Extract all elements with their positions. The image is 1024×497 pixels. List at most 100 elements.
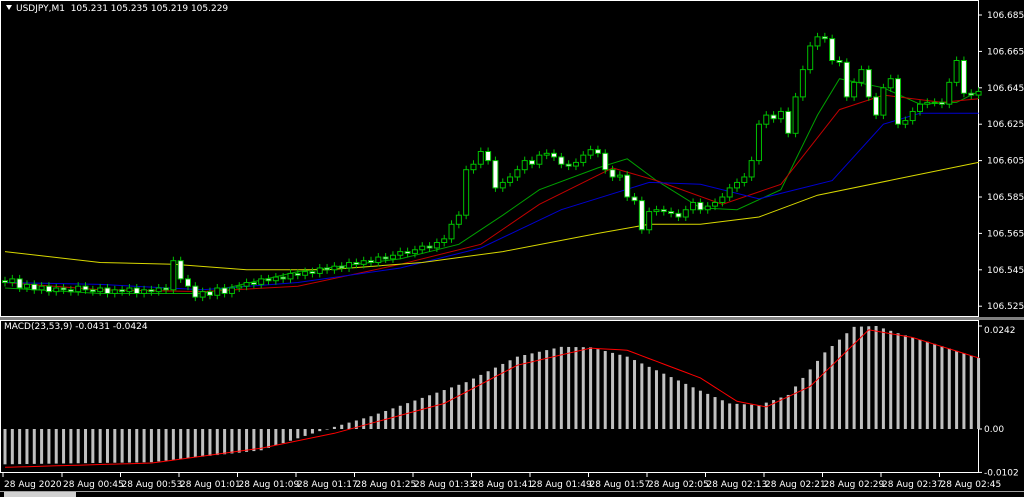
candle [89,285,96,296]
candle-body [799,69,806,98]
candle [712,198,719,211]
candle [141,285,148,298]
candle-body [185,278,191,287]
macd-histogram-bar [332,426,336,429]
macd-histogram-bar [25,429,29,465]
candle-body [455,214,462,225]
candle [2,276,8,287]
candle-body [404,251,411,254]
candle-body [177,260,184,280]
candle-body [155,287,162,293]
candle [338,262,345,272]
candle [909,107,916,125]
ohlc-readout: 105.231 105.235 105.219 105.229 [70,4,229,14]
candle-body [653,209,660,213]
candle-body [697,201,704,211]
macd-histogram-bar [54,429,58,464]
candle [799,65,806,101]
candle [726,183,733,201]
candle [214,284,221,300]
candle [23,280,30,292]
macd-histogram-bar [32,429,36,464]
candle-body [221,287,228,294]
macd-histogram-bar [508,360,512,429]
candle-body [514,169,521,178]
macd-histogram-bar [742,404,746,429]
candle-body [829,38,836,61]
candle-body [302,271,309,276]
candle [243,278,250,291]
candle-body [960,60,967,94]
macd-histogram-bar [157,429,161,462]
macd-histogram-bar [259,429,263,451]
candle [616,171,623,181]
candle [477,147,484,169]
candle-body [23,283,30,289]
candle [624,171,631,201]
candle-body [45,285,52,293]
candle-body [543,152,550,156]
macd-histogram-bar [420,397,424,429]
macd-histogram-bar [515,356,519,429]
candle [368,256,374,267]
macd-title: MACD(23,53,9) -0.0431 -0.0424 [4,322,148,332]
candle [441,234,448,247]
candle [917,100,923,116]
candle [880,83,887,120]
macd-histogram-bar [215,429,219,456]
candle-body [89,289,96,293]
candle [250,278,257,289]
macd-histogram-bar [589,347,593,429]
candle [873,92,880,120]
candle-body [368,260,374,264]
candle [148,285,155,296]
candle-body [324,267,331,271]
candle-body [199,291,206,298]
x-tick-label: 28 Aug 02:05 [648,480,709,490]
macd-histogram-bar [362,418,366,429]
candle-body [807,45,814,71]
macd-histogram-bar [625,356,629,429]
candle [741,172,748,187]
candle [602,149,609,174]
candle [155,284,162,296]
macd-histogram-bar [91,429,95,464]
candle-body [243,282,250,287]
candle [324,263,331,274]
candle [719,193,726,207]
candle [755,120,762,165]
candle [199,287,206,302]
macd-histogram-bar [296,429,300,439]
candle [609,165,616,181]
candle-body [470,163,477,171]
macd-histogram-bar [142,429,146,463]
candle-body [792,96,799,134]
candle [682,205,689,222]
macd-histogram-bar [633,360,637,429]
candle [594,145,601,158]
candle-body [712,201,719,207]
x-tick-label: 28 Aug 02:21 [765,480,826,490]
x-tick-label: 28 Aug 01:25 [356,480,417,490]
candle [67,285,74,296]
candle [572,158,579,171]
candle-body [97,287,104,293]
macd-histogram-bar [552,348,556,429]
candle-body [141,289,148,294]
x-tick-label: 28 Aug 02:29 [824,480,885,490]
candle-body [419,245,426,251]
macd-histogram-bar [969,355,973,429]
candle-body [880,87,887,116]
dropdown-triangle-icon[interactable] [6,5,12,10]
candle-body [170,260,177,291]
candle-body [287,272,294,280]
candle-body [338,265,345,269]
candle [45,282,52,296]
candle [485,147,492,165]
y-tick-label: 106.545 [987,266,1024,276]
macd-histogram-bar [120,429,124,463]
chart-tab[interactable] [4,492,76,497]
candle [924,98,931,109]
candle [177,256,184,283]
